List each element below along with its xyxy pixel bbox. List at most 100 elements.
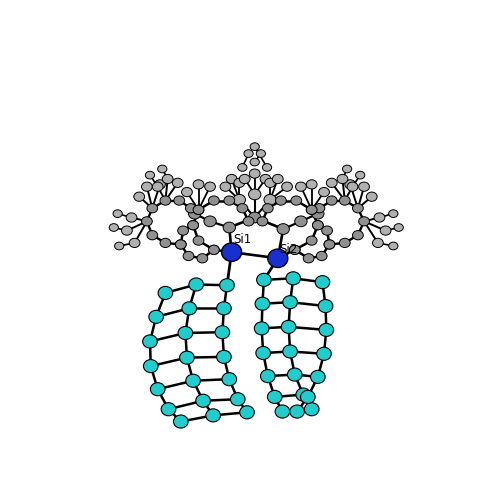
Text: Si2: Si2: [280, 243, 297, 255]
Ellipse shape: [122, 226, 132, 235]
Ellipse shape: [182, 302, 196, 315]
Ellipse shape: [352, 231, 364, 240]
Ellipse shape: [380, 226, 391, 235]
Ellipse shape: [186, 374, 200, 387]
Ellipse shape: [356, 171, 365, 179]
Ellipse shape: [230, 393, 245, 406]
Ellipse shape: [222, 243, 242, 261]
Ellipse shape: [142, 182, 152, 191]
Ellipse shape: [316, 251, 327, 260]
Ellipse shape: [296, 388, 310, 401]
Ellipse shape: [283, 296, 298, 309]
Ellipse shape: [216, 350, 231, 363]
Ellipse shape: [176, 240, 186, 249]
Ellipse shape: [174, 415, 188, 428]
Ellipse shape: [324, 240, 335, 249]
Ellipse shape: [290, 245, 300, 254]
Ellipse shape: [220, 182, 231, 191]
Ellipse shape: [220, 279, 234, 292]
Ellipse shape: [276, 196, 286, 205]
Ellipse shape: [250, 143, 260, 151]
Ellipse shape: [158, 165, 167, 173]
Ellipse shape: [318, 300, 333, 313]
Ellipse shape: [340, 196, 350, 205]
Ellipse shape: [188, 208, 201, 219]
Ellipse shape: [196, 394, 210, 408]
Ellipse shape: [178, 226, 188, 235]
Ellipse shape: [152, 182, 163, 191]
Ellipse shape: [337, 174, 348, 183]
Ellipse shape: [237, 204, 248, 213]
Ellipse shape: [340, 238, 350, 248]
Ellipse shape: [144, 359, 158, 373]
Ellipse shape: [306, 236, 317, 245]
Ellipse shape: [186, 204, 196, 213]
Ellipse shape: [193, 236, 204, 245]
Ellipse shape: [288, 368, 302, 381]
Ellipse shape: [314, 204, 325, 213]
Ellipse shape: [146, 171, 154, 179]
Ellipse shape: [306, 205, 317, 214]
Ellipse shape: [174, 196, 184, 205]
Ellipse shape: [310, 370, 325, 383]
Ellipse shape: [262, 204, 273, 213]
Ellipse shape: [204, 216, 216, 227]
Ellipse shape: [250, 169, 260, 178]
Ellipse shape: [250, 158, 260, 166]
Ellipse shape: [256, 273, 272, 286]
Ellipse shape: [306, 180, 317, 189]
Ellipse shape: [260, 174, 271, 183]
Ellipse shape: [238, 164, 247, 171]
Ellipse shape: [345, 180, 356, 189]
Ellipse shape: [204, 182, 216, 191]
Ellipse shape: [282, 320, 296, 333]
Ellipse shape: [216, 302, 231, 315]
Ellipse shape: [154, 180, 166, 189]
Ellipse shape: [160, 238, 171, 248]
Ellipse shape: [193, 205, 204, 214]
Ellipse shape: [183, 251, 194, 260]
Ellipse shape: [374, 213, 385, 222]
Ellipse shape: [142, 335, 158, 348]
Ellipse shape: [254, 322, 269, 335]
Ellipse shape: [264, 194, 276, 205]
Ellipse shape: [272, 174, 283, 183]
Ellipse shape: [189, 278, 204, 291]
Ellipse shape: [222, 373, 236, 386]
Ellipse shape: [176, 240, 186, 249]
Ellipse shape: [215, 326, 230, 339]
Ellipse shape: [312, 221, 323, 230]
Ellipse shape: [147, 204, 158, 213]
Ellipse shape: [234, 178, 244, 187]
Ellipse shape: [162, 174, 173, 183]
Ellipse shape: [256, 150, 266, 158]
Ellipse shape: [326, 178, 337, 187]
Ellipse shape: [244, 150, 253, 158]
Ellipse shape: [178, 327, 192, 339]
Ellipse shape: [147, 231, 158, 240]
Ellipse shape: [262, 164, 272, 171]
Ellipse shape: [366, 192, 377, 201]
Ellipse shape: [283, 345, 298, 358]
Ellipse shape: [312, 221, 323, 230]
Ellipse shape: [296, 182, 306, 191]
Ellipse shape: [318, 187, 330, 197]
Ellipse shape: [358, 217, 370, 226]
Ellipse shape: [142, 217, 152, 226]
Ellipse shape: [372, 238, 384, 248]
Ellipse shape: [290, 245, 300, 254]
Ellipse shape: [224, 196, 234, 205]
Ellipse shape: [240, 174, 250, 183]
Ellipse shape: [188, 221, 198, 230]
Ellipse shape: [240, 406, 254, 419]
Ellipse shape: [358, 182, 370, 191]
Ellipse shape: [304, 403, 319, 416]
Ellipse shape: [233, 194, 245, 205]
Ellipse shape: [113, 210, 122, 218]
Ellipse shape: [291, 196, 302, 205]
Ellipse shape: [312, 208, 324, 219]
Ellipse shape: [268, 249, 288, 267]
Ellipse shape: [388, 210, 398, 218]
Ellipse shape: [206, 409, 220, 422]
Ellipse shape: [193, 205, 204, 214]
